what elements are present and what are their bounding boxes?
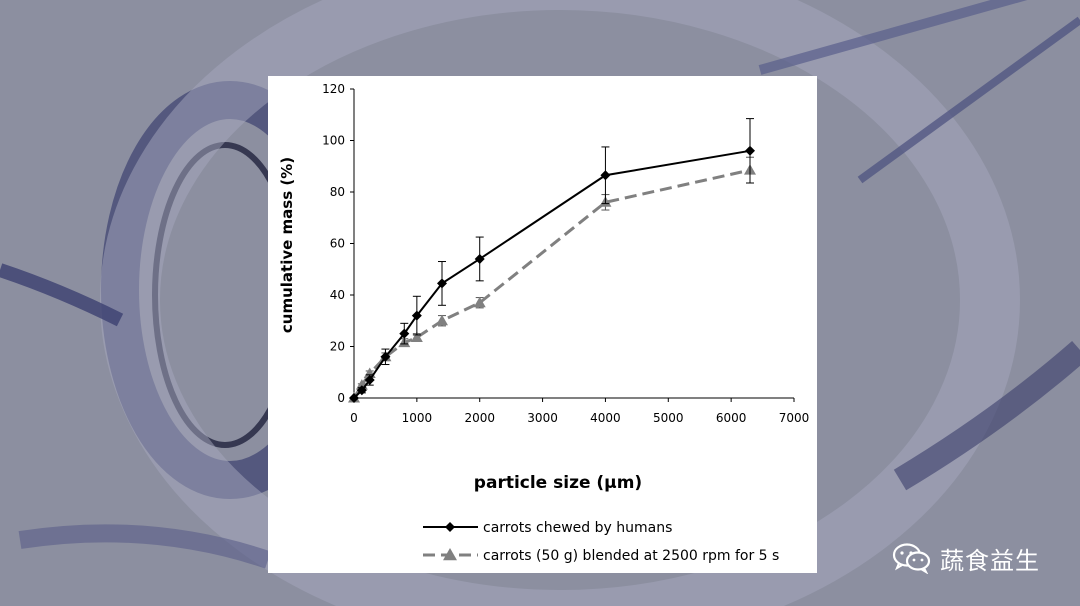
data-point — [349, 393, 359, 403]
series-layer — [348, 118, 756, 403]
legend-marker — [445, 522, 455, 532]
data-point — [380, 351, 391, 362]
data-point — [437, 278, 447, 289]
series-line — [353, 149, 751, 399]
y-tick-label: 120 — [322, 82, 345, 96]
y-tick-label: 20 — [330, 340, 345, 354]
watermark-text: 蔬食益生 — [940, 546, 1040, 575]
x-tick-label: 4000 — [590, 411, 621, 425]
y-tick-label: 60 — [330, 237, 345, 251]
legend: carrots chewed by humans carrots (50 g) b… — [423, 520, 779, 564]
x-tick-label: 0 — [350, 411, 358, 425]
y-tick-label: 80 — [330, 185, 345, 199]
y-tick-label: 0 — [337, 391, 345, 405]
y-axis-label: cumulative mass (%) — [278, 157, 296, 333]
series-chewed — [349, 118, 755, 403]
data-point — [474, 253, 485, 264]
data-point — [600, 170, 611, 181]
data-point — [410, 331, 423, 342]
legend-marker — [443, 548, 457, 561]
y-tick-label: 100 — [322, 134, 345, 148]
line-chart: 0 20 40 60 80 100 120 0 1000 2000 3000 4000 5000 600… — [278, 82, 809, 564]
series-blended — [348, 156, 756, 403]
plot-area — [353, 89, 794, 399]
data-point — [399, 328, 410, 339]
data-point — [411, 310, 422, 321]
data-point — [745, 145, 755, 156]
data-point — [356, 385, 367, 396]
wechat-icon — [892, 543, 931, 574]
x-axis-label: particle size (µm) — [474, 473, 642, 493]
chart-panel: 0 20 40 60 80 100 120 0 1000 2000 3000 4000 5000 600… — [268, 76, 817, 573]
data-point — [364, 374, 375, 385]
legend-label: carrots chewed by humans — [483, 520, 672, 536]
x-tick-label: 3000 — [527, 411, 558, 425]
x-tick-label: 5000 — [653, 411, 684, 425]
data-point — [473, 296, 486, 308]
data-point — [436, 314, 448, 326]
x-tick-label: 7000 — [779, 411, 810, 425]
x-tick-label: 1000 — [402, 411, 433, 425]
x-tick-label: 2000 — [464, 411, 495, 425]
series-line — [352, 168, 751, 399]
y-axis-ticks: 0 20 40 60 80 100 120 — [322, 82, 354, 405]
x-tick-label: 6000 — [716, 411, 747, 425]
watermark: 蔬食益生 — [892, 538, 1040, 578]
y-tick-label: 40 — [330, 288, 345, 302]
x-axis-ticks: 0 1000 2000 3000 4000 5000 6000 7000 — [350, 398, 809, 425]
legend-label: carrots (50 g) blended at 2500 rpm for 5… — [483, 548, 779, 564]
